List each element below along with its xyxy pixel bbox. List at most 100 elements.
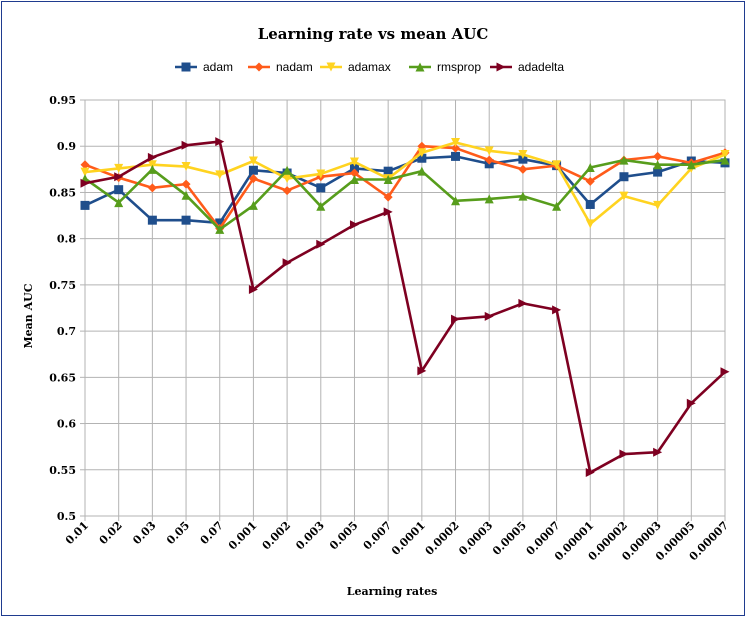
- data-point-nadam: [248, 174, 258, 184]
- data-point-adamax: [451, 138, 461, 148]
- data-point-rmsprop: [417, 166, 427, 176]
- y-tick-label: 0.55: [49, 464, 76, 477]
- y-tick-label: 0.8: [57, 233, 76, 246]
- data-point-adamax: [552, 160, 562, 170]
- legend-label: adamax: [348, 60, 391, 74]
- data-point-adam: [585, 199, 595, 209]
- data-point-adadelta: [720, 367, 730, 377]
- data-point-rmsprop: [114, 198, 124, 208]
- data-point-adadelta: [417, 366, 427, 376]
- data-point-adadelta: [686, 398, 696, 408]
- data-point-rmsprop: [215, 224, 225, 234]
- data-point-adadelta: [215, 137, 225, 147]
- data-point-adadelta: [282, 258, 292, 268]
- data-point-adamax: [215, 170, 225, 180]
- data-point-adam: [80, 200, 90, 210]
- data-point-rmsprop: [686, 160, 696, 170]
- data-point-adadelta: [80, 178, 90, 188]
- data-point-rmsprop: [585, 162, 595, 172]
- data-point-nadam: [181, 179, 191, 189]
- data-point-adadelta: [181, 140, 191, 150]
- x-tick-label: 0.0003: [456, 519, 495, 558]
- data-point-rmsprop: [720, 155, 730, 165]
- series-layer: [80, 137, 730, 478]
- data-point-adamax: [147, 160, 157, 170]
- data-point-adamax: [417, 148, 427, 158]
- y-tick-label: 0.95: [49, 94, 76, 107]
- x-axis-ticks: 0.01 0.02 0.03 0.05 0.07 0.001 0.002 0.003 0.005…: [63, 516, 731, 563]
- data-point-adamax: [80, 167, 90, 177]
- data-point-nadam: [653, 151, 663, 161]
- y-tick-label: 0.6: [57, 418, 76, 431]
- data-point-rmsprop: [451, 196, 461, 206]
- y-tick-label: 0.65: [49, 371, 76, 384]
- x-tick-label: 0.0001: [389, 519, 428, 558]
- data-point-nadam: [349, 168, 359, 178]
- data-point-rmsprop: [552, 201, 562, 211]
- data-point-adamax: [248, 156, 258, 166]
- legend-label: rmsprop: [437, 60, 481, 74]
- x-tick-label: 0.03: [130, 519, 158, 547]
- x-tick-label: 0.02: [97, 519, 125, 547]
- legend-item-rmsprop: rmsprop: [409, 60, 481, 74]
- data-point-rmsprop: [349, 175, 359, 185]
- x-tick-label: 0.0005: [490, 519, 529, 558]
- data-point-adadelta: [248, 285, 258, 295]
- legend-label: adam: [203, 60, 233, 74]
- data-point-adamax: [619, 191, 629, 201]
- data-point-nadam: [147, 183, 157, 193]
- data-point-adadelta: [518, 298, 528, 308]
- legend-marker: [254, 62, 264, 72]
- data-point-adadelta: [383, 207, 393, 217]
- series-line-adadelta: [84, 140, 726, 474]
- data-point-adadelta: [316, 239, 326, 249]
- data-point-rmsprop: [619, 155, 629, 165]
- data-point-adam: [316, 183, 326, 193]
- data-point-adadelta: [349, 220, 359, 230]
- legend-item-nadam: nadam: [248, 60, 313, 74]
- data-point-rmsprop: [484, 194, 494, 204]
- data-point-adamax: [653, 200, 663, 210]
- data-point-rmsprop: [653, 160, 663, 170]
- series-line-adamax: [84, 141, 726, 226]
- data-point-adamax: [518, 150, 528, 160]
- x-tick-label: 0.001: [226, 519, 260, 553]
- y-tick-label: 0.5: [57, 510, 76, 523]
- x-tick-label: 0.003: [293, 519, 327, 553]
- data-point-adadelta: [114, 172, 124, 182]
- x-tick-label: 0.05: [164, 519, 192, 547]
- y-tick-label: 0.7: [57, 325, 76, 338]
- data-point-adamax: [720, 150, 730, 160]
- data-point-nadam: [585, 176, 595, 186]
- series-line-nadam: [84, 144, 726, 230]
- data-point-adam: [619, 172, 629, 182]
- legend-label: nadam: [276, 60, 313, 74]
- data-point-adam: [147, 215, 157, 225]
- y-tick-label: 0.9: [57, 140, 76, 153]
- data-point-rmsprop: [248, 200, 258, 210]
- data-point-adamax: [181, 162, 191, 172]
- x-tick-label: 0.07: [198, 519, 226, 547]
- data-point-adam: [248, 165, 258, 175]
- data-point-adam: [451, 151, 461, 161]
- data-point-adamax: [585, 219, 595, 229]
- y-axis-title: Mean AUC: [22, 283, 35, 348]
- x-tick-label: 0.002: [260, 519, 294, 553]
- y-tick-label: 0.75: [49, 279, 76, 292]
- legend-marker: [326, 62, 336, 72]
- data-point-adam: [114, 185, 124, 195]
- data-point-rmsprop: [316, 201, 326, 211]
- legend-item-adadelta: adadelta: [490, 60, 564, 74]
- data-point-adamax: [484, 146, 494, 156]
- legend-item-adamax: adamax: [320, 60, 391, 74]
- data-point-nadam: [484, 155, 494, 165]
- data-point-adam: [653, 167, 663, 177]
- x-axis-title: Learning rates: [347, 585, 438, 598]
- y-axis-ticks: 0.5 0.55 0.6 0.65 0.7 0.75 0.8 0.85 0.9 0.95: [49, 94, 85, 523]
- legend-marker: [415, 62, 425, 72]
- series-adadelta: [80, 137, 730, 478]
- data-point-rmsprop: [383, 175, 393, 185]
- data-point-adadelta: [451, 314, 461, 324]
- data-point-adam: [181, 215, 191, 225]
- data-point-adamax: [114, 163, 124, 173]
